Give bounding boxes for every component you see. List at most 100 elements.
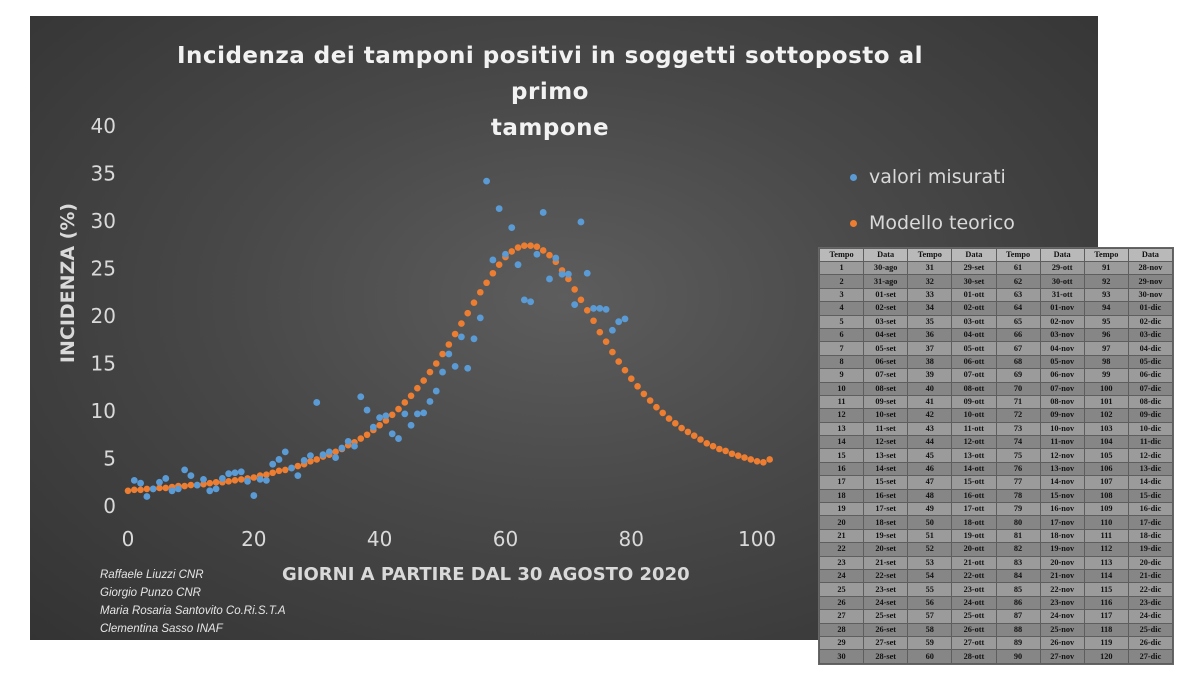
model-point xyxy=(464,309,472,317)
y-tick-label: 20 xyxy=(91,304,116,328)
model-point xyxy=(495,261,503,268)
model-point xyxy=(760,459,767,466)
measured-point xyxy=(527,298,535,306)
measured-point xyxy=(577,218,585,226)
lookup-cell: 01-nov xyxy=(1039,301,1085,316)
table-row: 15 13-set 45 13-ott 75 12-nov 105 12-dic xyxy=(818,448,1174,463)
lookup-cell: 47 xyxy=(907,475,953,490)
lookup-header-row: Tempo Data Tempo Data Tempo Data Tempo Data xyxy=(818,248,1174,262)
model-point xyxy=(539,247,547,254)
measured-point xyxy=(495,205,503,213)
lookup-cell: 9 xyxy=(818,368,865,383)
legend-item-measured: valori misurati xyxy=(850,154,1015,200)
lookup-cell: 24 xyxy=(818,568,865,584)
lookup-header-cell: Data xyxy=(951,248,997,262)
measured-point xyxy=(256,476,264,483)
lookup-cell: 07-dic xyxy=(1127,381,1174,396)
lookup-cell: 45 xyxy=(907,448,953,463)
lookup-cell: 5 xyxy=(818,314,865,329)
model-point xyxy=(445,341,453,348)
lookup-cell: 31 xyxy=(907,260,953,276)
lookup-cell: 64 xyxy=(995,301,1041,316)
model-point xyxy=(313,456,321,463)
lookup-cell: 03-nov xyxy=(1039,327,1085,343)
model-point xyxy=(514,244,522,251)
lookup-cell: 12-dic xyxy=(1127,448,1174,463)
lookup-cell: 106 xyxy=(1083,461,1129,477)
model-point xyxy=(527,242,534,249)
model-point xyxy=(432,360,440,367)
model-point xyxy=(590,317,597,325)
lookup-cell: 75 xyxy=(995,448,1041,463)
measured-point xyxy=(325,448,333,456)
lookup-header-cell: Tempo xyxy=(1083,248,1129,262)
measured-point xyxy=(338,444,346,452)
lookup-cell: 07-ott xyxy=(951,368,997,383)
model-point xyxy=(753,458,761,465)
lookup-cell: 18 xyxy=(818,488,865,504)
model-point xyxy=(206,479,214,487)
measured-point xyxy=(413,410,421,418)
lookup-cell: 29-ott xyxy=(1039,260,1085,276)
x-tick-label: 60 xyxy=(493,527,518,551)
measured-point xyxy=(451,362,459,370)
table-row: 4 02-set 34 02-ott 64 01-nov 94 01-dic xyxy=(818,301,1174,316)
measured-point xyxy=(533,250,541,258)
measured-point xyxy=(149,485,157,493)
lookup-cell: 3 xyxy=(818,287,865,303)
y-tick-label: 15 xyxy=(91,352,116,376)
table-row: 18 16-set 48 16-ott 78 15-nov 108 15-dic xyxy=(818,488,1174,504)
table-row: 10 08-set 40 08-ott 70 07-nov 100 07-dic xyxy=(818,381,1174,396)
lookup-cell: 2 xyxy=(818,274,865,289)
lookup-cell: 119 xyxy=(1083,635,1129,651)
lookup-cell: 102 xyxy=(1083,408,1129,423)
model-point xyxy=(388,411,396,419)
lookup-cell: 31-ott xyxy=(1039,287,1085,303)
lookup-cell: 16-dic xyxy=(1127,502,1174,517)
lookup-cell: 89 xyxy=(995,635,1041,651)
lookup-cell: 94 xyxy=(1083,301,1129,316)
model-point xyxy=(634,383,641,390)
lookup-cell: 73 xyxy=(995,421,1041,437)
lookup-cell: 09-dic xyxy=(1127,408,1174,423)
table-row: 1 30-ago 31 29-set 61 29-ott 91 28-nov xyxy=(818,260,1174,276)
measured-point xyxy=(596,305,604,312)
x-tick-label: 80 xyxy=(619,527,644,551)
lookup-cell: 118 xyxy=(1083,622,1129,637)
lookup-cell: 107 xyxy=(1083,475,1129,490)
lookup-cell: 01-ott xyxy=(951,287,997,303)
lookup-cell: 17-ott xyxy=(951,502,997,517)
lookup-cell: 13-nov xyxy=(1039,461,1085,477)
lookup-cell: 13 xyxy=(818,421,865,437)
model-point xyxy=(703,440,711,447)
lookup-cell: 22 xyxy=(818,542,865,557)
lookup-cell: 22-set xyxy=(863,568,909,584)
model-point xyxy=(672,420,679,427)
lookup-cell: 03-dic xyxy=(1127,327,1174,343)
model-point xyxy=(602,338,610,345)
model-point xyxy=(476,288,484,296)
lookup-cell: 7 xyxy=(818,341,865,356)
lookup-cell: 58 xyxy=(907,622,953,637)
lookup-cell: 52 xyxy=(907,542,953,557)
model-point xyxy=(684,428,692,436)
lookup-cell: 28-nov xyxy=(1127,260,1174,276)
measured-point xyxy=(458,333,465,341)
lookup-cell: 12-ott xyxy=(951,435,997,450)
lookup-cell: 69 xyxy=(995,368,1041,383)
measured-point xyxy=(464,364,472,372)
lookup-cell: 27 xyxy=(818,609,865,624)
model-point xyxy=(275,467,283,475)
model-point xyxy=(470,299,478,307)
lookup-cell: 93 xyxy=(1083,287,1129,303)
model-point xyxy=(420,377,427,384)
lookup-cell: 59 xyxy=(907,635,953,651)
lookup-cell: 99 xyxy=(1083,368,1129,383)
credit-line: Maria Rosaria Santovito Co.Ri.S.T.A xyxy=(100,605,286,617)
model-point xyxy=(583,307,591,314)
lookup-cell: 105 xyxy=(1083,448,1129,463)
lookup-cell: 17-set xyxy=(863,502,909,517)
lookup-cell: 21 xyxy=(818,528,865,544)
lookup-cell: 29 xyxy=(818,635,865,651)
lookup-cell: 103 xyxy=(1083,421,1129,437)
